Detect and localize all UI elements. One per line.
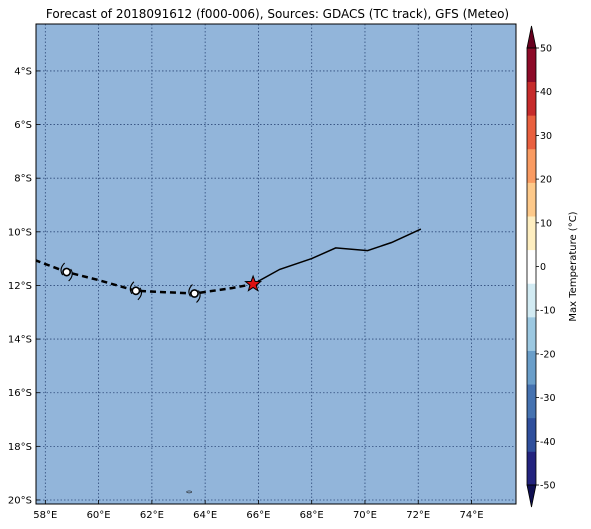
y-tick-label: 18°S bbox=[8, 442, 32, 453]
colorbar-segment bbox=[527, 249, 536, 284]
colorbar-tick-label: 50 bbox=[540, 44, 552, 55]
colorbar-segment bbox=[527, 350, 536, 385]
colorbar-segment bbox=[527, 48, 536, 83]
colorbar-segment bbox=[527, 316, 536, 351]
map-plot-area bbox=[36, 24, 516, 504]
x-tick-label: 68°E bbox=[300, 510, 324, 521]
cyclone-symbol bbox=[188, 284, 201, 303]
map-frame bbox=[35, 23, 517, 505]
cyclone-arm bbox=[196, 290, 201, 303]
colorbar-tick-label: 30 bbox=[540, 131, 552, 142]
cyclone-symbol bbox=[129, 281, 143, 301]
x-tick-label: 58°E bbox=[33, 510, 57, 521]
map-title: Forecast of 2018091612 (f000-006), Sourc… bbox=[45, 7, 510, 21]
colorbar-segment bbox=[527, 451, 536, 486]
y-tick-label: 12°S bbox=[8, 281, 32, 292]
cyclone-arm bbox=[129, 281, 135, 295]
x-tick-label: 66°E bbox=[246, 510, 270, 521]
cyclone-arm bbox=[68, 268, 73, 282]
current-position-star bbox=[244, 274, 263, 292]
x-tick-label: 60°E bbox=[87, 510, 111, 521]
past-track-line bbox=[252, 228, 422, 285]
y-tick-label: 6°S bbox=[14, 120, 32, 131]
x-tick-label: 74°E bbox=[459, 510, 483, 521]
colorbar-tick-label: -40 bbox=[540, 437, 556, 448]
colorbar-segment bbox=[527, 283, 536, 318]
colorbar-segment bbox=[527, 148, 536, 183]
x-tick-label: 64°E bbox=[193, 510, 217, 521]
colorbar-segment bbox=[527, 182, 536, 217]
colorbar-max-extension bbox=[526, 25, 537, 49]
y-tick-label: 8°S bbox=[14, 174, 32, 185]
colorbar-min-extension bbox=[526, 484, 537, 508]
cyclone-arm bbox=[60, 262, 66, 276]
colorbar-segment bbox=[527, 384, 536, 419]
cyclone-center bbox=[131, 286, 141, 296]
colorbar-segment bbox=[527, 115, 536, 150]
forecast-track-line bbox=[36, 259, 254, 295]
y-tick-label: 14°S bbox=[8, 335, 32, 346]
cyclone-center bbox=[190, 289, 199, 298]
colorbar-tick-label: 10 bbox=[540, 218, 552, 229]
colorbar-segment bbox=[527, 216, 536, 251]
colorbar-tick-label: -10 bbox=[540, 306, 556, 317]
colorbar-segment bbox=[527, 417, 536, 452]
colorbar-tick-label: 40 bbox=[540, 87, 552, 98]
x-tick-label: 70°E bbox=[353, 510, 377, 521]
cyclone-symbol bbox=[60, 262, 73, 282]
colorbar-tick-label: 0 bbox=[540, 262, 546, 273]
cyclone-arm bbox=[188, 284, 193, 297]
colorbar-label: Max Temperature (°C) bbox=[568, 211, 579, 321]
ocean-area bbox=[36, 24, 516, 504]
colorbar-tick-label: -20 bbox=[540, 349, 556, 360]
y-tick-label: 20°S bbox=[8, 495, 32, 506]
y-tick-label: 16°S bbox=[8, 388, 32, 399]
colorbar: 50 40 30 20 10 0 -10 -20 -30 -40 -50 Max Temperatur… bbox=[526, 25, 579, 508]
colorbar-segment bbox=[527, 81, 536, 116]
colorbar-tick-label: -50 bbox=[540, 481, 556, 492]
y-tick-label: 10°S bbox=[8, 227, 32, 238]
colorbar-tick-label: 20 bbox=[540, 175, 552, 186]
x-tick-label: 62°E bbox=[140, 510, 164, 521]
x-tick-label: 72°E bbox=[406, 510, 430, 521]
cyclone-center bbox=[62, 267, 72, 277]
island-outline bbox=[186, 490, 192, 494]
colorbar-tick-label: -30 bbox=[540, 393, 556, 404]
cyclone-arm bbox=[137, 287, 143, 301]
y-tick-label: 4°S bbox=[14, 66, 32, 77]
